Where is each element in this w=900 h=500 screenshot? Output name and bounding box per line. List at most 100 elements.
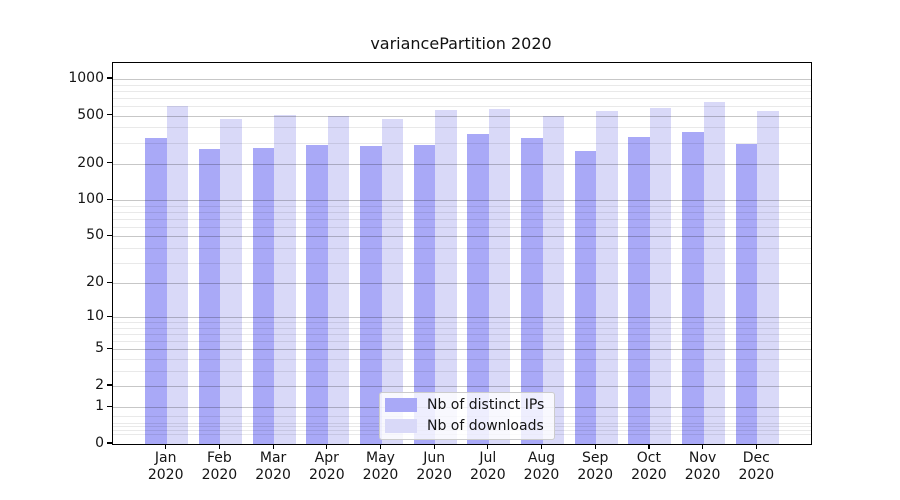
bar-distinct-ips <box>574 151 597 444</box>
minor-gridline <box>113 142 811 144</box>
x-tick-mark <box>272 444 274 449</box>
x-tick-label: Apr 2020 <box>308 450 345 483</box>
major-gridline <box>113 317 811 319</box>
y-tick-label: 1000 <box>68 70 104 86</box>
x-tick-mark <box>326 444 328 449</box>
y-tick-label: 50 <box>86 227 104 244</box>
minor-gridline <box>113 359 811 360</box>
x-tick-mark <box>487 444 489 449</box>
y-tick-label: 1 <box>95 398 104 415</box>
x-tick-label: Mar 2020 <box>255 450 291 483</box>
x-tick-mark <box>755 444 757 449</box>
bar-downloads <box>757 111 779 444</box>
minor-gridline <box>113 334 811 336</box>
x-tick-label: Dec 2020 <box>738 450 775 483</box>
bar-distinct-ips <box>252 147 275 444</box>
x-tick-mark <box>540 444 543 449</box>
y-tick-mark <box>107 198 112 200</box>
y-tick-mark <box>107 384 112 386</box>
bar-downloads <box>596 111 618 444</box>
x-tick-label: Oct 2020 <box>631 450 667 483</box>
y-tick-label: 2 <box>95 377 104 393</box>
x-tick-mark <box>165 444 167 449</box>
minor-gridline <box>113 127 811 129</box>
bar-downloads <box>435 110 457 444</box>
minor-gridline <box>113 90 811 92</box>
bar-distinct-ips <box>413 144 436 444</box>
y-tick-mark <box>107 162 112 164</box>
bar-distinct-ips <box>145 138 167 444</box>
legend-swatch-downloads <box>385 419 417 433</box>
major-gridline <box>113 386 811 387</box>
major-gridline <box>113 163 811 165</box>
x-tick-label: Jun 2020 <box>416 450 452 483</box>
x-tick-label: Sep 2020 <box>577 450 613 483</box>
y-tick-mark <box>107 281 112 283</box>
minor-gridline <box>113 106 811 107</box>
x-tick-mark <box>648 444 650 449</box>
legend-label-downloads: Nb of downloads <box>427 418 544 434</box>
bar-distinct-ips <box>467 134 489 444</box>
major-gridline <box>113 79 811 80</box>
bar-distinct-ips <box>682 132 704 444</box>
major-gridline <box>113 115 811 117</box>
bar-distinct-ips <box>735 143 758 444</box>
x-tick-label: Jan 2020 <box>147 450 184 483</box>
minor-gridline <box>113 205 811 207</box>
legend-item-downloads: Nb of downloads <box>385 418 544 434</box>
x-tick-label: Nov 2020 <box>684 450 721 483</box>
y-tick-mark <box>107 77 112 79</box>
bar-distinct-ips <box>306 145 328 444</box>
minor-gridline <box>113 370 811 372</box>
y-tick-mark <box>107 405 112 408</box>
x-tick-label: Jul 2020 <box>469 450 506 483</box>
bar-distinct-ips <box>198 149 221 444</box>
bar-distinct-ips <box>521 138 543 444</box>
x-tick-mark <box>218 444 221 449</box>
major-gridline <box>113 283 811 285</box>
bar-downloads <box>274 114 296 444</box>
y-tick-label: 200 <box>77 154 104 171</box>
x-tick-mark <box>594 444 596 449</box>
minor-gridline <box>113 322 811 324</box>
x-tick-mark <box>379 444 382 449</box>
bar-downloads <box>542 115 564 444</box>
x-tick-mark <box>702 444 704 449</box>
y-tick-mark <box>107 347 112 349</box>
bar-downloads <box>166 105 189 444</box>
x-tick-label: May 2020 <box>362 450 399 483</box>
minor-gridline <box>113 247 811 249</box>
legend-swatch-distinct-ips <box>385 398 417 412</box>
minor-gridline <box>113 262 811 264</box>
bar-downloads <box>649 108 672 444</box>
y-tick-label: 10 <box>86 308 104 325</box>
chart-title: variancePartition 2020 <box>370 34 552 53</box>
legend: Nb of distinct IPs Nb of downloads <box>379 392 556 440</box>
legend-item-distinct-ips: Nb of distinct IPs <box>385 397 544 413</box>
major-gridline <box>113 349 811 351</box>
minor-gridline <box>113 97 811 99</box>
legend-label-distinct-ips: Nb of distinct IPs <box>427 397 545 413</box>
bar-distinct-ips <box>360 146 382 444</box>
minor-gridline <box>113 327 811 329</box>
y-tick-mark <box>107 315 112 317</box>
y-tick-mark <box>107 114 112 116</box>
y-tick-mark <box>107 234 112 236</box>
major-gridline <box>113 236 811 238</box>
y-tick-label: 20 <box>86 274 104 291</box>
minor-gridline <box>113 218 811 220</box>
y-tick-label: 0 <box>95 435 104 451</box>
bar-downloads <box>381 119 403 444</box>
x-tick-label: Aug 2020 <box>523 450 560 483</box>
y-tick-label: 5 <box>95 340 104 357</box>
bar-downloads <box>220 118 242 444</box>
major-gridline <box>113 200 811 202</box>
bar-downloads <box>488 109 511 444</box>
minor-gridline <box>113 341 811 343</box>
x-tick-label: Feb 2020 <box>201 450 238 483</box>
y-tick-label: 100 <box>77 191 104 208</box>
bar-distinct-ips <box>628 137 650 444</box>
bar-downloads <box>703 102 726 444</box>
y-tick-mark <box>107 442 112 444</box>
